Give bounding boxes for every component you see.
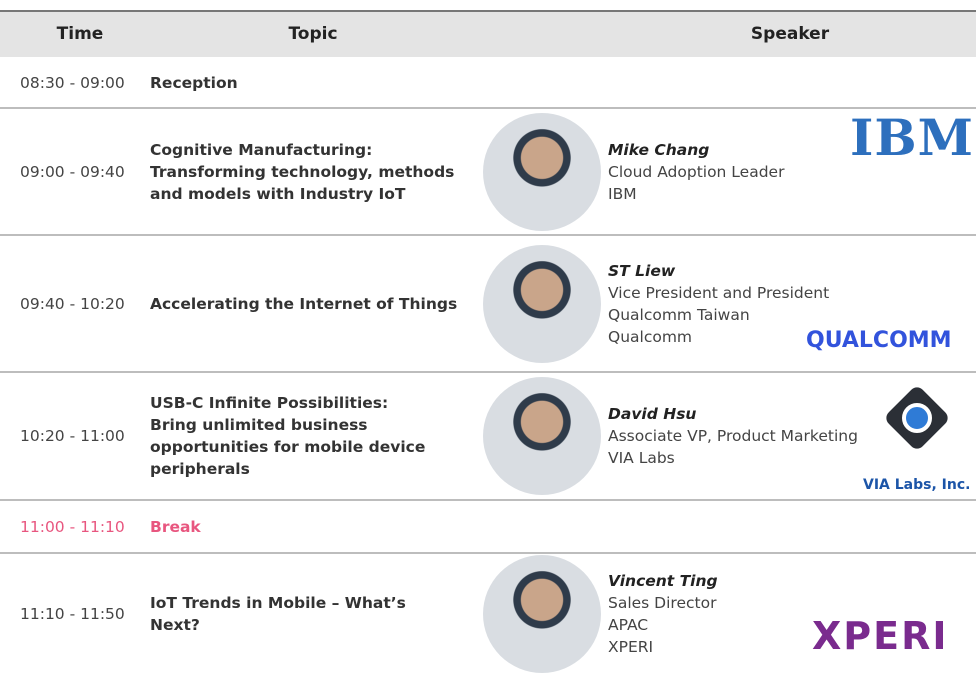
speaker-name: David Hsu [608, 405, 697, 423]
speaker-detail: Cloud Adoption Leader [608, 162, 785, 181]
topic-cell: Break [150, 516, 480, 538]
topic-line: Break [150, 517, 201, 536]
time-cell: 09:40 - 10:20 [20, 294, 125, 313]
topic-line: opportunities for mobile device [150, 438, 426, 456]
topic-cell: USB-C Infinite Possibilities: Bring unlim… [150, 392, 480, 480]
topic-line: Bring unlimited business [150, 416, 368, 434]
company-logo: QUALCOMM [806, 328, 952, 353]
row-separator [0, 552, 976, 554]
company-logo: XPERI [812, 614, 949, 658]
topic-line: Transforming technology, methods [150, 162, 455, 181]
row-separator [0, 499, 976, 501]
time-cell: 09:00 - 09:40 [20, 162, 125, 181]
speaker-photo [483, 377, 601, 495]
column-header: Speaker [750, 24, 830, 44]
speaker-name: Vincent Ting [608, 571, 718, 590]
speaker-detail: VIA Labs [608, 449, 675, 467]
speaker-name: ST Liew [608, 261, 676, 280]
topic-cell: Accelerating the Internet of Things [150, 293, 480, 315]
row-separator [0, 234, 976, 236]
speaker-detail: Qualcomm Taiwan [608, 305, 750, 324]
time-cell: 11:00 - 11:10 [20, 517, 125, 536]
speaker-photo [483, 244, 601, 363]
column-header: Topic [288, 24, 338, 44]
topic-line: USB-C Infinite Possibilities: [150, 394, 389, 412]
row-separator [0, 371, 976, 373]
speaker-detail: XPERI [608, 637, 654, 656]
speaker-photo [483, 554, 601, 673]
topic-line: Reception [150, 73, 238, 92]
speaker-detail: Associate VP, Product Marketing [608, 427, 858, 445]
speaker-name: Mike Chang [608, 140, 710, 159]
time-cell: 10:20 - 11:00 [20, 427, 125, 445]
topic-line: Next? [150, 615, 200, 634]
speaker-detail: Qualcomm [608, 327, 693, 346]
speaker-detail: Sales Director [608, 593, 717, 612]
topic-line: IoT Trends in Mobile – What’s [150, 593, 406, 612]
time-cell: 11:10 - 11:50 [20, 604, 125, 623]
company-logo: VIA Labs, Inc. [863, 477, 971, 493]
speaker-cell: Vincent Ting Sales Director APAC XPERI [608, 570, 718, 658]
column-header: Time [56, 24, 104, 44]
topic-line: peripherals [150, 460, 250, 478]
speaker-cell: ST Liew Vice President and President Qualc… [608, 260, 829, 348]
company-logo: IBM [850, 108, 974, 167]
topic-line: Accelerating the Internet of Things [150, 294, 458, 313]
header-row [0, 10, 976, 57]
speaker-cell: David Hsu Associate VP, Product Marketing… [608, 403, 858, 469]
time-cell: 08:30 - 09:00 [20, 73, 125, 92]
topic-cell: Reception [150, 72, 480, 94]
topic-cell: IoT Trends in Mobile – What’s Next? [150, 592, 480, 636]
speaker-detail: APAC [608, 615, 649, 634]
speaker-detail: IBM [608, 184, 637, 203]
topic-line: Cognitive Manufacturing: [150, 140, 373, 159]
topic-cell: Cognitive Manufacturing: Transforming tec… [150, 139, 480, 205]
logo-icon-dot [902, 403, 932, 433]
speaker-photo [483, 112, 601, 231]
speaker-detail: Vice President and President [608, 283, 830, 302]
speaker-cell: Mike Chang Cloud Adoption Leader IBM [608, 139, 784, 205]
row-separator [0, 107, 976, 109]
topic-line: and models with Industry IoT [150, 184, 406, 203]
